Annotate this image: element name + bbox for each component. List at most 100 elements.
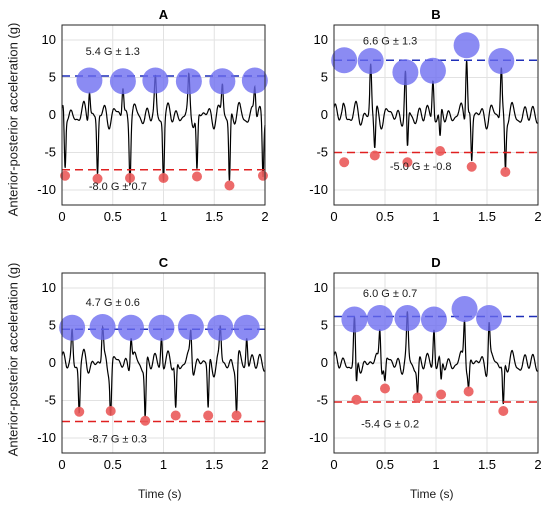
- peak-marker: [488, 48, 515, 74]
- x-tick-label: 0: [330, 457, 337, 472]
- peak-marker: [357, 48, 384, 74]
- y-tick-label: 5: [321, 318, 328, 333]
- x-tick-label: 0.5: [376, 209, 394, 224]
- peak-marker: [392, 59, 419, 86]
- peak-marker: [89, 314, 116, 340]
- y-tick-label: 5: [49, 318, 56, 333]
- y-tick-label: -5: [44, 145, 56, 160]
- x-tick-label: 1.5: [205, 209, 223, 224]
- x-tick-label: 1: [160, 209, 167, 224]
- x-tick-label: 0.5: [104, 457, 122, 472]
- trough-marker: [412, 392, 423, 403]
- y-tick-label: -10: [37, 430, 56, 445]
- upper-mean-label: 4.7 G ± 0.6: [86, 297, 140, 309]
- peak-marker: [59, 314, 86, 341]
- y-tick-label: -10: [309, 182, 328, 197]
- panel-d: D 0 0.5 1 1.5 2 10 5 0 -5 -10 6.0 G ± 0.7 -5.4 G ± 0…: [309, 255, 541, 472]
- peak-marker: [394, 305, 421, 331]
- x-tick-label: 1.5: [205, 457, 223, 472]
- y-axis-label-top: Anterior-posterior acceleration (g): [5, 22, 21, 217]
- y-tick-label: 10: [314, 32, 328, 47]
- x-tick-label: 1.5: [478, 457, 496, 472]
- trough-marker: [402, 157, 413, 168]
- x-tick-label: 0: [58, 457, 65, 472]
- peak-marker: [148, 314, 175, 341]
- peak-marker: [177, 314, 204, 340]
- trough-marker: [74, 406, 85, 417]
- peak-marker: [175, 68, 202, 95]
- lower-mean-label: -5.4 G ± 0.2: [361, 419, 419, 431]
- y-tick-label: -10: [37, 182, 56, 197]
- trough-marker: [60, 170, 71, 181]
- peak-marker: [453, 32, 480, 59]
- x-axis-label-left: Time (s): [138, 487, 182, 501]
- lower-mean-label: -8.7 G ± 0.3: [89, 434, 147, 446]
- x-tick-label: 0.5: [104, 209, 122, 224]
- y-tick-label: 5: [321, 70, 328, 85]
- lower-mean-label: -8.0 G ± 0.7: [89, 181, 147, 193]
- y-tick-label: 0: [49, 355, 56, 370]
- upper-mean-label: 6.6 G ± 1.3: [363, 36, 417, 48]
- y-tick-label: -5: [44, 393, 56, 408]
- trough-marker: [466, 161, 477, 172]
- x-tick-label: 2: [534, 209, 541, 224]
- trough-marker: [191, 171, 202, 182]
- trough-marker: [105, 406, 116, 416]
- acceleration-trace: [333, 60, 539, 170]
- trough-marker: [339, 157, 350, 168]
- x-tick-label: 2: [534, 457, 541, 472]
- y-tick-label: 10: [42, 280, 56, 295]
- x-tick-label: 1: [432, 209, 439, 224]
- peak-marker: [420, 306, 447, 333]
- x-tick-label: 0.5: [376, 457, 394, 472]
- y-tick-label: -5: [316, 393, 328, 408]
- peak-marker: [341, 306, 368, 333]
- plot-frame: [333, 24, 539, 206]
- trough-marker: [140, 415, 151, 426]
- x-tick-label: 1: [160, 457, 167, 472]
- x-tick-label: 0: [58, 209, 65, 224]
- trough-marker: [463, 386, 474, 397]
- trough-marker: [224, 180, 235, 191]
- y-tick-label: 5: [49, 70, 56, 85]
- peak-marker: [109, 68, 136, 95]
- x-tick-label: 2: [261, 457, 268, 472]
- trough-marker: [498, 406, 509, 416]
- peak-marker: [118, 314, 145, 341]
- trough-marker: [92, 173, 103, 184]
- x-tick-label: 2: [261, 209, 268, 224]
- panel-c: C 0 0.5 1 1.5 2 10 5 0 -5 -10 4.7 G ± 0.6 -8.7 G ± 0…: [37, 255, 268, 472]
- panel-title: A: [159, 7, 169, 22]
- y-tick-label: -5: [316, 145, 328, 160]
- x-axis-label-right: Time (s): [410, 487, 454, 501]
- upper-mean-label: 6.0 G ± 0.7: [363, 288, 417, 300]
- x-tick-label: 0: [330, 209, 337, 224]
- trough-marker: [170, 410, 181, 421]
- y-tick-label: 0: [321, 107, 328, 122]
- plot-frame: [61, 272, 266, 454]
- trough-marker: [125, 173, 136, 183]
- peak-marker: [419, 57, 446, 84]
- panel-a: A 0 0.5 1 1.5 2 10 5 0 -5 -10 5.4 G ± 1.3 -8.0 G ± 0…: [37, 7, 268, 224]
- peak-marker: [331, 47, 358, 74]
- trough-marker: [500, 167, 511, 177]
- trough-marker: [231, 410, 242, 421]
- peak-marker: [241, 67, 268, 94]
- y-tick-label: -10: [309, 430, 328, 445]
- trough-marker: [351, 394, 362, 405]
- trough-marker: [436, 389, 447, 400]
- trough-marker: [435, 146, 446, 156]
- y-tick-label: 10: [314, 280, 328, 295]
- peak-marker: [451, 296, 478, 322]
- y-tick-label: 0: [49, 107, 56, 122]
- peak-marker: [366, 305, 393, 331]
- acceleration-trace: [333, 311, 539, 405]
- lower-mean-label: -5.0 G ± -0.8: [390, 161, 452, 173]
- panel-title: C: [159, 255, 169, 270]
- peak-marker: [142, 67, 169, 94]
- peak-marker: [476, 305, 503, 331]
- trough-marker: [380, 383, 390, 394]
- plot-frame: [333, 272, 539, 454]
- panel-title: D: [431, 255, 440, 270]
